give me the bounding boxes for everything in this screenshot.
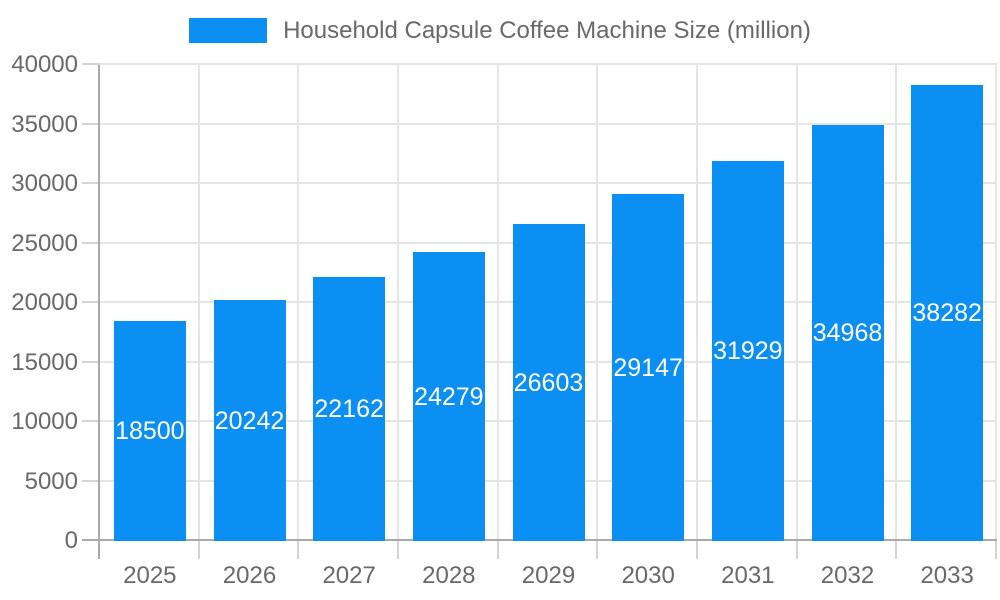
- y-tick-mark: [82, 241, 100, 244]
- bar[interactable]: [113, 320, 186, 541]
- x-gridline: [995, 65, 997, 541]
- x-gridline: [795, 65, 798, 541]
- y-tick-label: 15000: [11, 348, 78, 376]
- x-tick-label: 2030: [621, 562, 675, 589]
- bar-value-label: 34968: [812, 318, 883, 347]
- y-tick-label: 20000: [11, 289, 78, 316]
- y-axis-line: [98, 65, 100, 559]
- y-gridline: [100, 122, 997, 125]
- legend-swatch: [189, 18, 268, 43]
- bar-value-label: 20242: [214, 406, 285, 435]
- bar-value-label: 29147: [613, 353, 683, 382]
- x-tick-label: 2032: [820, 562, 875, 589]
- y-tick-mark: [82, 182, 100, 184]
- x-tick-mark: [197, 541, 200, 559]
- bar[interactable]: [512, 224, 585, 541]
- x-tick-mark: [297, 541, 300, 559]
- x-tick-mark: [995, 541, 997, 559]
- y-tick-mark: [82, 301, 100, 303]
- y-gridline: [100, 63, 997, 65]
- x-tick-label: 2033: [920, 562, 974, 589]
- x-gridline: [895, 65, 898, 541]
- bar[interactable]: [711, 161, 784, 541]
- y-tick-mark: [82, 360, 100, 363]
- bar-value-label: 22162: [314, 395, 384, 424]
- x-tick-label: 2027: [322, 562, 376, 589]
- y-tick-label: 35000: [11, 110, 78, 138]
- legend: Household Capsule Coffee Machine Size (m…: [0, 18, 1000, 43]
- x-tick-label: 2028: [422, 562, 476, 589]
- bar-value-label: 26603: [513, 368, 584, 397]
- y-gridline: [100, 182, 997, 184]
- y-tick-label: 25000: [11, 229, 78, 257]
- bar[interactable]: [412, 252, 485, 541]
- x-tick-mark: [397, 541, 399, 559]
- x-gridline: [496, 65, 499, 541]
- y-tick-mark: [82, 420, 100, 422]
- x-tick-mark: [895, 541, 898, 559]
- x-gridline: [397, 65, 399, 541]
- legend-label: Household Capsule Coffee Machine Size (m…: [283, 17, 811, 44]
- bar[interactable]: [911, 85, 984, 541]
- y-tick-label: 40000: [11, 51, 78, 78]
- x-tick-label: 2031: [721, 562, 775, 589]
- legend-item[interactable]: Household Capsule Coffee Machine Size (m…: [189, 18, 811, 43]
- x-gridline: [197, 65, 200, 541]
- bar[interactable]: [313, 277, 386, 541]
- y-tick-mark: [82, 63, 100, 65]
- x-tick-mark: [696, 541, 698, 559]
- bar[interactable]: [612, 194, 685, 541]
- x-tick-mark: [795, 541, 798, 559]
- x-gridline: [596, 65, 599, 541]
- x-tick-mark: [596, 541, 599, 559]
- bar-value-label: 38282: [912, 299, 982, 328]
- x-tick-label: 2029: [521, 562, 576, 589]
- x-tick-label: 2025: [123, 562, 177, 589]
- bar-value-label: 31929: [713, 337, 783, 366]
- x-tick-label: 2026: [222, 562, 277, 589]
- bar-value-label: 18500: [115, 416, 185, 445]
- bar[interactable]: [811, 124, 884, 541]
- x-gridline: [696, 65, 698, 541]
- x-gridline: [297, 65, 300, 541]
- y-tick-label: 30000: [11, 170, 78, 197]
- y-tick-mark: [82, 479, 100, 482]
- y-tick-label: 0: [64, 527, 78, 554]
- x-tick-mark: [496, 541, 499, 559]
- y-tick-label: 10000: [11, 408, 78, 435]
- bar[interactable]: [213, 300, 286, 541]
- y-tick-label: 5000: [24, 467, 78, 495]
- y-tick-mark: [82, 122, 100, 125]
- bar-value-label: 24279: [414, 382, 484, 411]
